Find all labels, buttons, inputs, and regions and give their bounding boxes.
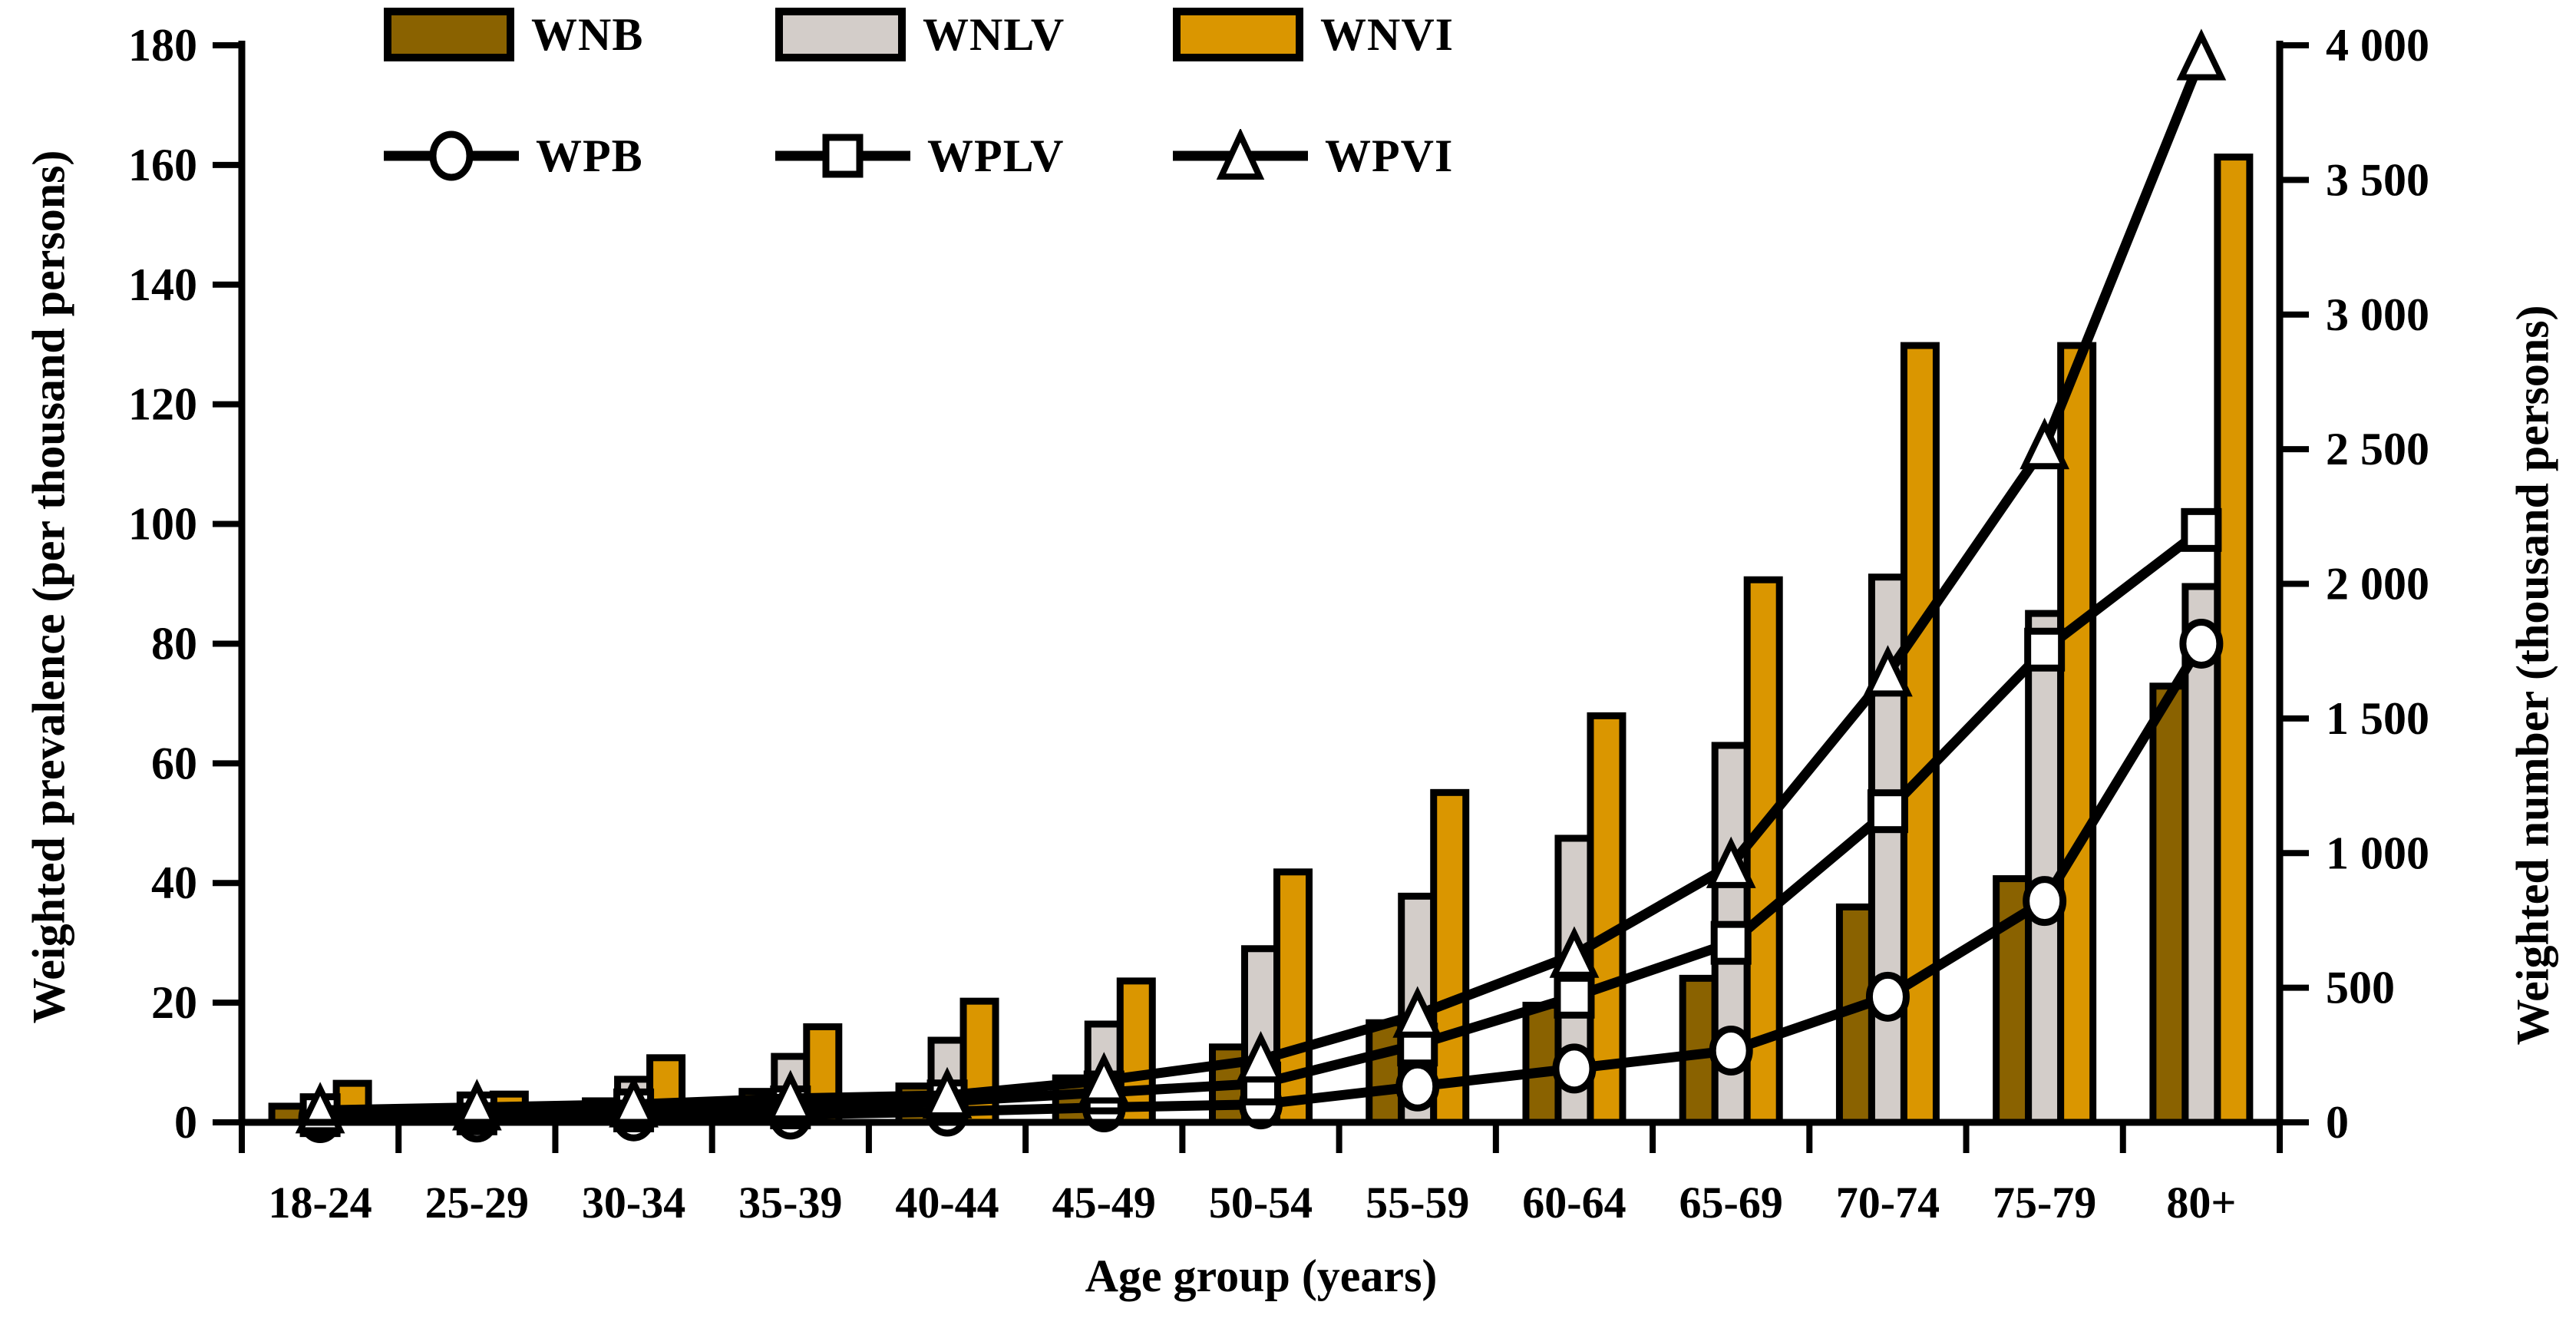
legend-entry-wnb: WNB bbox=[384, 8, 643, 61]
right-tick-label-2 500: 2 500 bbox=[2326, 424, 2429, 474]
legend-entry-wnvi: WNVI bbox=[1173, 8, 1454, 61]
left-tick-label-100: 100 bbox=[128, 499, 197, 550]
marker-circle-WPB-80+ bbox=[2179, 618, 2224, 669]
x-label-35-39: 35-39 bbox=[738, 1178, 842, 1228]
legend-entry-wnlv: WNLV bbox=[775, 8, 1065, 61]
legend-label-wnvi: WNVI bbox=[1320, 9, 1455, 60]
x-label-40-44: 40-44 bbox=[895, 1178, 999, 1228]
x-label-65-69: 65-69 bbox=[1679, 1178, 1783, 1228]
right-tick-label-3 000: 3 000 bbox=[2326, 289, 2429, 340]
legend-entry-wpvi: WPVI bbox=[1173, 129, 1453, 183]
wpb-line-circle-swatch-icon bbox=[384, 131, 519, 181]
marker-square-WPLV-75-79 bbox=[2024, 627, 2066, 672]
wplv-line-square-swatch-icon bbox=[775, 134, 910, 178]
x-label-75-79: 75-79 bbox=[1993, 1178, 2096, 1228]
left-tick-label-0: 0 bbox=[174, 1097, 197, 1148]
marker-circle-WPB-75-79 bbox=[2023, 876, 2067, 927]
x-label-18-24: 18-24 bbox=[268, 1178, 372, 1228]
right-tick-label-500: 500 bbox=[2326, 963, 2395, 1013]
marker-triangle-WPVI-50-54 bbox=[1236, 1030, 1286, 1083]
right-tick-label-4 000: 4 000 bbox=[2326, 20, 2429, 71]
left-tick-label-180: 180 bbox=[128, 20, 197, 71]
wpvi-line-triangle-swatch-icon bbox=[1173, 129, 1308, 180]
marker-triangle-WPVI-75-79 bbox=[2020, 418, 2070, 470]
marker-square-WPLV-65-69 bbox=[1710, 920, 1752, 965]
right-tick-label-2 000: 2 000 bbox=[2326, 559, 2429, 610]
right-axis-title: Weighted number (thousand persons) bbox=[2507, 305, 2558, 1046]
left-axis-title: Weighted prevalence (per thousand person… bbox=[23, 150, 74, 1024]
x-label-70-74: 70-74 bbox=[1836, 1178, 1940, 1228]
bar-WNVI-70-74 bbox=[1900, 342, 1940, 1126]
marker-circle-WPB-65-69 bbox=[1709, 1025, 1753, 1076]
x-label-25-29: 25-29 bbox=[425, 1178, 529, 1228]
marker-triangle-WPVI-65-69 bbox=[1706, 836, 1756, 888]
x-label-60-64: 60-64 bbox=[1522, 1178, 1626, 1228]
bar-WNB-80+ bbox=[2149, 682, 2189, 1126]
marker-triangle-WPVI-25-29 bbox=[451, 1079, 502, 1131]
marker-triangle-WPVI-45-49 bbox=[1078, 1052, 1129, 1104]
wnvi-bar-swatch-icon bbox=[1173, 8, 1303, 61]
legend-label-wplv: WPLV bbox=[927, 131, 1065, 181]
x-axis-title: Age group (years) bbox=[1085, 1251, 1438, 1301]
wnb-bar-swatch-icon bbox=[384, 8, 514, 61]
left-tick-label-80: 80 bbox=[151, 618, 197, 669]
marker-circle-WPB-70-74 bbox=[1865, 971, 1910, 1022]
legend-label-wnb: WNB bbox=[531, 9, 644, 60]
x-label-55-59: 55-59 bbox=[1366, 1178, 1469, 1228]
marker-square-WPLV-80+ bbox=[2181, 507, 2222, 552]
marker-triangle-WPVI-80+ bbox=[2176, 28, 2227, 81]
left-tick-label-120: 120 bbox=[128, 379, 197, 430]
marker-circle-WPB-60-64 bbox=[1552, 1043, 1597, 1094]
marker-circle-WPB-55-59 bbox=[1395, 1061, 1440, 1112]
marker-triangle-WPVI-40-44 bbox=[922, 1066, 973, 1119]
left-tick-label-40: 40 bbox=[151, 858, 197, 908]
wnlv-bar-swatch-icon bbox=[775, 8, 906, 61]
bar-WNVI-55-59 bbox=[1430, 788, 1470, 1126]
left-tick-label-60: 60 bbox=[151, 738, 197, 788]
bar-WNVI-50-54 bbox=[1273, 868, 1313, 1126]
legend-label-wpvi: WPVI bbox=[1325, 131, 1454, 181]
right-tick-label-1 000: 1 000 bbox=[2326, 828, 2429, 878]
marker-triangle-WPVI-55-59 bbox=[1392, 986, 1443, 1038]
marker-triangle-WPVI-35-39 bbox=[765, 1069, 816, 1122]
legend-entry-wplv: WPLV bbox=[775, 129, 1065, 183]
x-label-30-34: 30-34 bbox=[582, 1178, 685, 1228]
right-tick-label-1 500: 1 500 bbox=[2326, 693, 2429, 744]
x-label-80+: 80+ bbox=[2166, 1178, 2236, 1228]
legend-label-wpb: WPB bbox=[536, 131, 643, 181]
x-label-45-49: 45-49 bbox=[1052, 1178, 1156, 1228]
marker-triangle-WPVI-60-64 bbox=[1549, 926, 1600, 978]
bar-WNLV-75-79 bbox=[2025, 610, 2065, 1126]
left-tick-label-140: 140 bbox=[128, 259, 197, 310]
marker-triangle-WPVI-70-74 bbox=[1863, 645, 1913, 697]
legend-entry-wpb: WPB bbox=[384, 129, 643, 183]
marker-square-WPLV-70-74 bbox=[1867, 789, 1908, 834]
legend-label-wnlv: WNLV bbox=[923, 9, 1065, 60]
right-tick-label-3 500: 3 500 bbox=[2326, 154, 2429, 205]
left-tick-label-20: 20 bbox=[151, 977, 197, 1028]
left-tick-label-160: 160 bbox=[128, 140, 197, 190]
marker-square-WPLV-60-64 bbox=[1554, 974, 1595, 1019]
right-tick-label-0: 0 bbox=[2326, 1097, 2349, 1148]
x-label-50-54: 50-54 bbox=[1209, 1178, 1313, 1228]
